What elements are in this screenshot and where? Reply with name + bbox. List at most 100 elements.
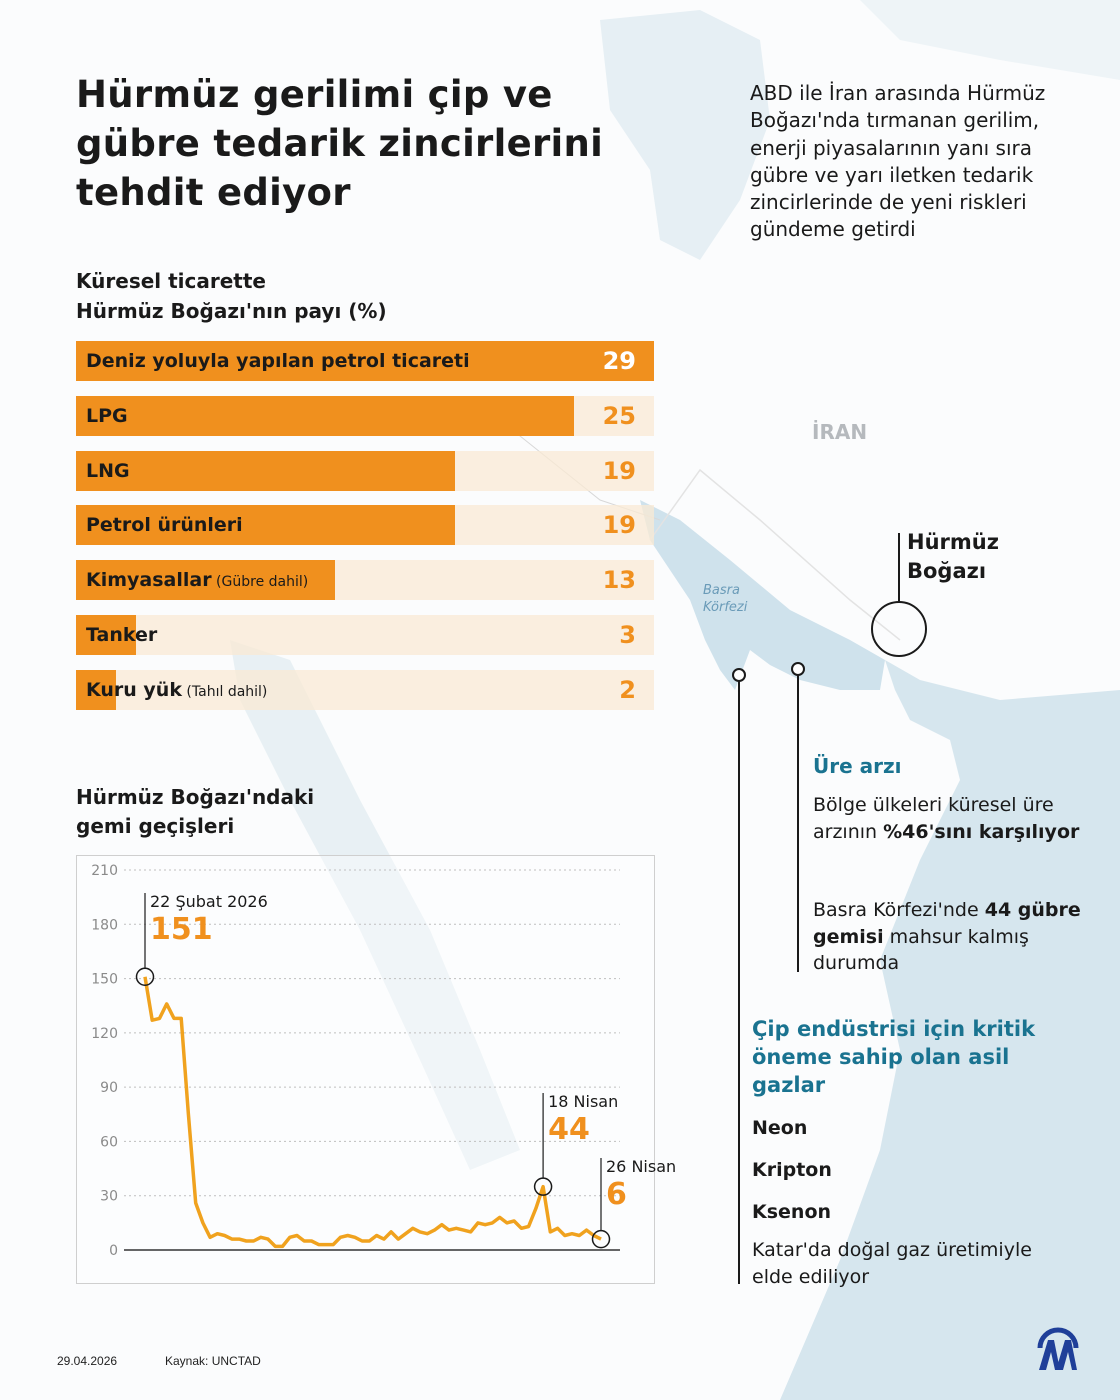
bar-label: Petrol ürünleri [86, 505, 243, 545]
bar-row: Tanker 3 [76, 615, 654, 655]
bar-label: Kuru yük (Tahıl dahil) [86, 670, 267, 712]
y-tick-label: 120 [91, 1026, 118, 1042]
qatar-leader-line [738, 680, 740, 1284]
bar-row: Deniz yoluyla yapılan petrol ticareti 29 [76, 341, 654, 381]
intro-text: ABD ile İran arasında Hürmüz Boğazı'nda … [750, 81, 1046, 242]
y-tick-label: 30 [100, 1189, 118, 1205]
line-chart-title-line1: Hürmüz Boğazı'ndaki [76, 785, 315, 809]
y-tick-label: 210 [91, 863, 118, 879]
ship-transits-line [143, 976, 602, 1249]
bar-chart-title-line1: Küresel ticarette [76, 269, 266, 293]
strait-circle-marker [871, 601, 927, 657]
bar-value-label: 3 [619, 621, 636, 649]
urea-share-text: Bölge ülkeleri küresel üre arzının %46's… [813, 792, 1083, 845]
chip-gases-heading: Çip endüstrisi için kritik öneme sahip o… [752, 1017, 1036, 1097]
bar-category: LPG [86, 404, 128, 427]
bar-category-note: (Gübre dahil) [211, 574, 309, 591]
bar [76, 560, 336, 601]
annotation-date: 26 Nisan [606, 1157, 676, 1176]
line-chart-title: Hürmüz Boğazı'ndaki gemi geçişleri [76, 783, 314, 841]
bar-category: Petrol ürünleri [86, 514, 243, 537]
annotation-marker [135, 967, 155, 987]
bar-chart-title-line2: Hürmüz Boğazı'nın payı (%) [76, 299, 387, 323]
line-chart-title-line2: gemi geçişleri [76, 814, 235, 838]
stranded-ships-text-c: mahsur kalmış durumda [813, 925, 1029, 975]
y-tick-label: 60 [100, 1134, 118, 1150]
bar-row: LPG 25 [76, 395, 654, 436]
caspian-sea [600, 10, 770, 260]
strait-leader-line [898, 533, 900, 601]
coast-line [649, 468, 901, 641]
bar-row: Petrol ürünleri 19 [76, 505, 654, 546]
bar-category-note: (Tahıl dahil) [181, 683, 268, 700]
y-tick-label: 180 [91, 917, 118, 933]
urea-share-text-a: Bölge ülkeleri küresel üre arzının [813, 794, 1054, 843]
qatar-marker [732, 668, 746, 682]
gulf-label: Basra Körfezi [703, 582, 747, 616]
gulf-of-oman [780, 660, 1120, 1400]
iran-label: İRAN [812, 420, 868, 444]
bar-category: Kuru yük [86, 678, 182, 701]
top-sea [860, 0, 1120, 80]
bar-label: LPG [86, 396, 128, 436]
bar-category: Kimyasallar [86, 569, 212, 592]
gas-neon: Neon [752, 1117, 808, 1139]
bar-row: Kuru yük (Tahıl dahil) 2 [76, 669, 654, 712]
bar [76, 505, 455, 546]
bar-value-label: 13 [602, 566, 636, 595]
gas-source-note: Katar'da doğal gaz üretimiyle elde edili… [752, 1239, 1032, 1288]
bar-label: Kimyasallar (Gübre dahil) [86, 560, 308, 602]
urea-heading: Üre arzı [813, 754, 902, 778]
gas-xenon: Ksenon [752, 1201, 832, 1223]
annotation-date: 22 Şubat 2026 [150, 892, 268, 911]
red-sea [230, 640, 520, 1170]
aa-logo-icon [1037, 1327, 1079, 1370]
bar-value-label: 29 [602, 347, 636, 375]
bar [76, 615, 136, 655]
gas-krypton: Kripton [752, 1159, 832, 1181]
stranded-ships-text-a: Basra Körfezi'nde [813, 899, 985, 921]
y-tick-label: 0 [109, 1243, 118, 1259]
y-tick-label: 150 [91, 972, 118, 988]
stranded-ships-text: Basra Körfezi'nde 44 gübre gemisi mahsur… [813, 897, 1103, 977]
bar [76, 341, 654, 381]
bar [76, 395, 575, 436]
annotation-date: 18 Nisan [548, 1092, 618, 1111]
bar-row: Kimyasallar (Gübre dahil) 13 [76, 560, 654, 602]
strait-label-line2: Boğazı [907, 559, 987, 583]
bar-value-label: 19 [602, 511, 636, 540]
line-chart-frame [76, 855, 655, 1284]
annotation-marker [591, 1229, 611, 1249]
stranded-ships-value: 44 gübre gemisi [813, 899, 1081, 948]
gulf-marker [791, 662, 805, 676]
annotation-value: 6 [606, 1177, 627, 1212]
annotation-marker [533, 1177, 553, 1196]
strait-label-line1: Hürmüz [907, 530, 999, 554]
gulf-leader-line [797, 674, 799, 972]
bar [76, 669, 116, 710]
bar-label: LNG [86, 451, 130, 491]
y-tick-label: 90 [100, 1080, 118, 1096]
page-title: Hürmüz gerilimi çip ve gübre tedarik zin… [76, 73, 604, 214]
annotation-value: 151 [150, 912, 213, 947]
bar-category: Deniz yoluyla yapılan petrol ticareti [86, 350, 470, 372]
bar [76, 450, 455, 491]
bar-category: Tanker [86, 624, 158, 646]
bar-value-label: 19 [602, 456, 636, 485]
gulf-label-line1: Basra [703, 583, 740, 598]
footer-date: 29.04.2026 [57, 1354, 118, 1368]
urea-share-value: %46'sını karşılıyor [883, 820, 1080, 843]
persian-gulf [640, 500, 885, 690]
bar-label: Deniz yoluyla yapılan petrol ticareti [86, 341, 470, 381]
bar-chart-title: Küresel ticarette Hürmüz Boğazı'nın payı… [76, 266, 387, 326]
bar-category: LNG [86, 459, 130, 482]
bar-value-label: 25 [602, 401, 636, 430]
strait-label: Hürmüz Boğazı [907, 528, 999, 586]
footer-source: Kaynak: UNCTAD [165, 1354, 261, 1368]
gulf-label-line2: Körfezi [703, 600, 748, 615]
bar-value-label: 2 [619, 675, 636, 704]
bar-label: Tanker [86, 615, 157, 655]
annotation-value: 44 [548, 1112, 590, 1147]
